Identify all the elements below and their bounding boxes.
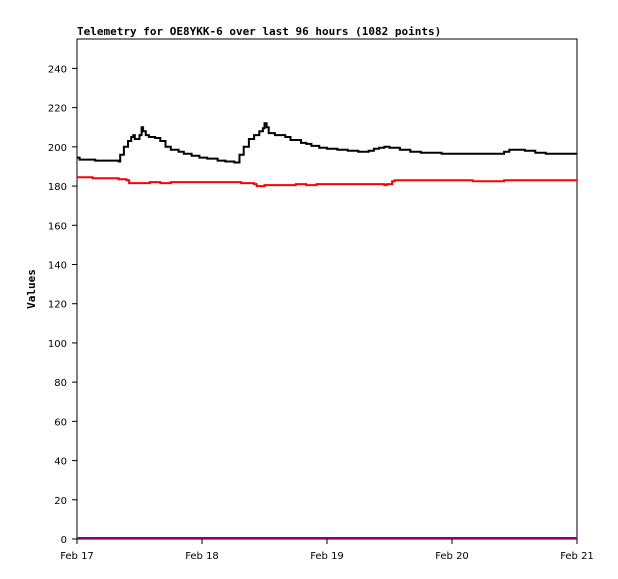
y-axis: 0 20 40 60 80 100 120 140 160 180 200 220 240 — [48, 64, 77, 546]
chart-title: Telemetry for OE8YKK-6 over last 96 hour… — [77, 25, 441, 38]
plot-area-frame — [76, 38, 578, 540]
series-line-2 — [77, 176, 577, 188]
series-line-1 — [77, 122, 577, 164]
x-tick-label: Feb 17 — [60, 551, 94, 562]
x-tick-label: Feb 21 — [560, 551, 594, 562]
y-tick-label: 160 — [48, 221, 67, 232]
y-tick-label: 0 — [61, 535, 67, 546]
y-tick-label: 20 — [54, 496, 67, 507]
y-tick-label: 120 — [48, 300, 67, 311]
y-tick-label: 220 — [48, 104, 67, 115]
y-tick-label: 80 — [54, 378, 67, 389]
x-axis: Feb 17 Feb 18 Feb 19 Feb 20 Feb 21 — [60, 539, 594, 562]
series-group — [77, 122, 577, 539]
x-tick-label: Feb 18 — [185, 551, 219, 562]
y-tick-label: 240 — [48, 64, 67, 75]
y-tick-label: 140 — [48, 260, 67, 271]
y-tick-label: 180 — [48, 182, 67, 193]
x-tick-label: Feb 19 — [310, 551, 344, 562]
y-tick-label: 200 — [48, 143, 67, 154]
y-tick-label: 60 — [54, 417, 67, 428]
x-tick-label: Feb 20 — [435, 551, 469, 562]
y-axis-label: Values — [25, 269, 38, 309]
y-tick-label: 40 — [54, 457, 67, 468]
y-tick-label: 100 — [48, 339, 67, 350]
